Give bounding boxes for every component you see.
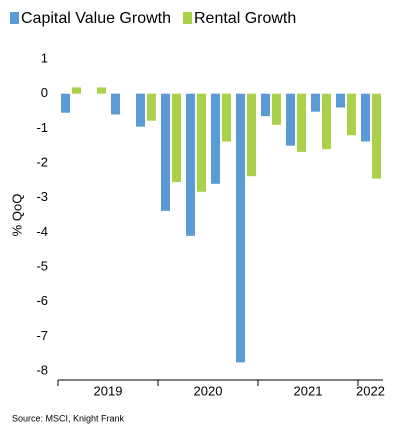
bar [161, 93, 170, 211]
bar [361, 93, 370, 142]
y-tick-label: -5 [36, 258, 48, 273]
x-tick-label: 2022 [356, 383, 385, 398]
bar [372, 93, 381, 179]
x-tick-label: 2021 [294, 383, 323, 398]
bar [247, 93, 256, 177]
y-tick-label: -4 [36, 224, 48, 239]
y-tick-label: 0 [41, 85, 48, 100]
bar [336, 93, 345, 108]
y-tick-label: -2 [36, 154, 48, 169]
bar [72, 87, 81, 94]
bar [286, 93, 295, 146]
x-tick-label: 2020 [194, 383, 223, 398]
bar [297, 93, 306, 152]
bar [322, 93, 331, 150]
y-tick-label: -7 [36, 328, 48, 343]
bar [311, 93, 320, 112]
legend-swatch [183, 12, 192, 24]
y-tick-label: 1 [41, 50, 48, 65]
bar [347, 93, 356, 136]
y-tick-label: -3 [36, 189, 48, 204]
source: Source: MSCI, Knight Frank [12, 413, 125, 423]
y-tick-label: -8 [36, 362, 48, 377]
bar [261, 93, 270, 117]
bar [211, 93, 220, 184]
bar [197, 93, 206, 192]
bar [222, 93, 231, 142]
legend-label: Capital Value Growth [21, 10, 171, 27]
y-tick-label: -1 [36, 120, 48, 135]
x-tick-label: 2019 [94, 383, 123, 398]
bar [236, 93, 245, 363]
legend-swatch [10, 12, 19, 24]
y-axis-title: % QoQ [9, 194, 24, 237]
bar [147, 93, 156, 121]
bar [136, 93, 145, 127]
bar [61, 93, 70, 113]
bar [172, 93, 181, 183]
bar [111, 93, 120, 115]
bar [97, 87, 106, 94]
y-tick-label: -6 [36, 293, 48, 308]
bar [186, 93, 195, 236]
bar [272, 93, 281, 125]
legend-label: Rental Growth [194, 10, 296, 27]
